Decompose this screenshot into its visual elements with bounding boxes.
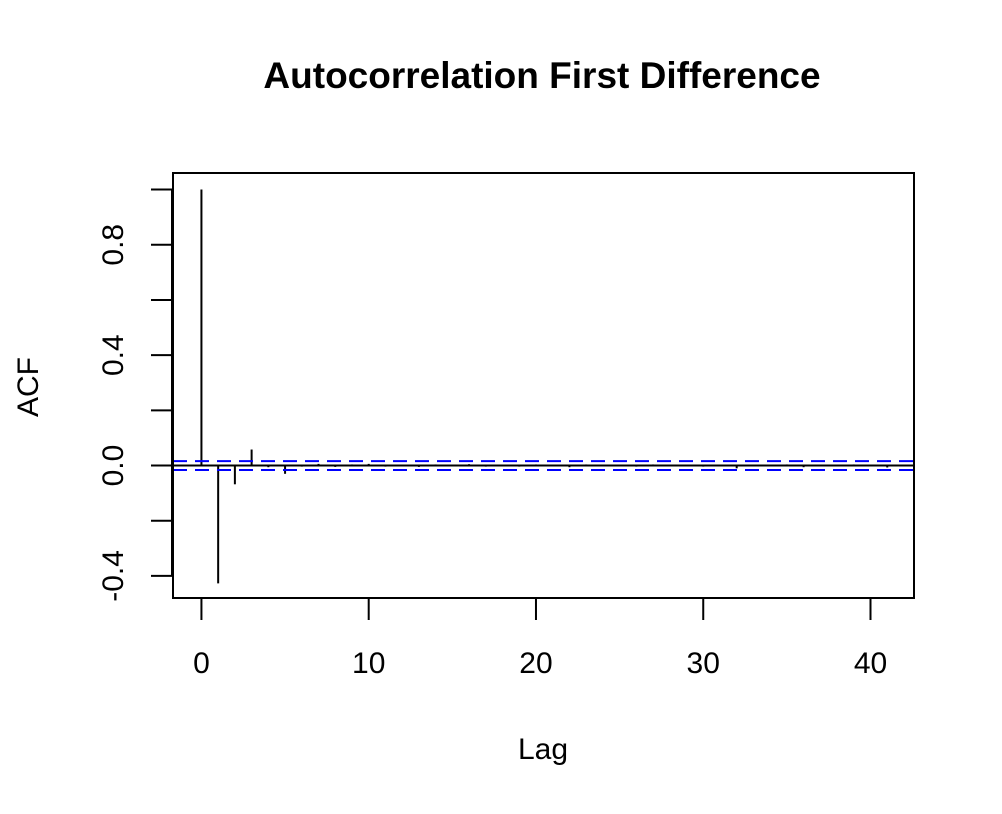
plot-frame xyxy=(172,172,915,599)
chart-title: Autocorrelation First Difference xyxy=(263,55,820,96)
x-tick-label: 0 xyxy=(193,647,210,680)
y-tick-label: 0.4 xyxy=(97,334,130,376)
y-tick-label: 0.8 xyxy=(97,224,130,266)
y-axis-label: ACF xyxy=(12,357,45,417)
x-tick-label: 20 xyxy=(519,647,552,680)
acf-bars xyxy=(173,189,914,584)
y-axis: -0.4 0.0 0.4 0.8 xyxy=(97,188,173,602)
y-tick-label: -0.4 xyxy=(97,550,130,602)
y-tick-label: 0.0 xyxy=(97,445,130,487)
x-tick-label: 30 xyxy=(687,647,720,680)
x-axis-label: Lag xyxy=(518,733,568,766)
x-axis: 0 10 20 30 40 xyxy=(193,597,887,680)
x-tick-label: 10 xyxy=(352,647,385,680)
confidence-bounds xyxy=(173,460,914,471)
x-tick-label: 40 xyxy=(854,647,887,680)
